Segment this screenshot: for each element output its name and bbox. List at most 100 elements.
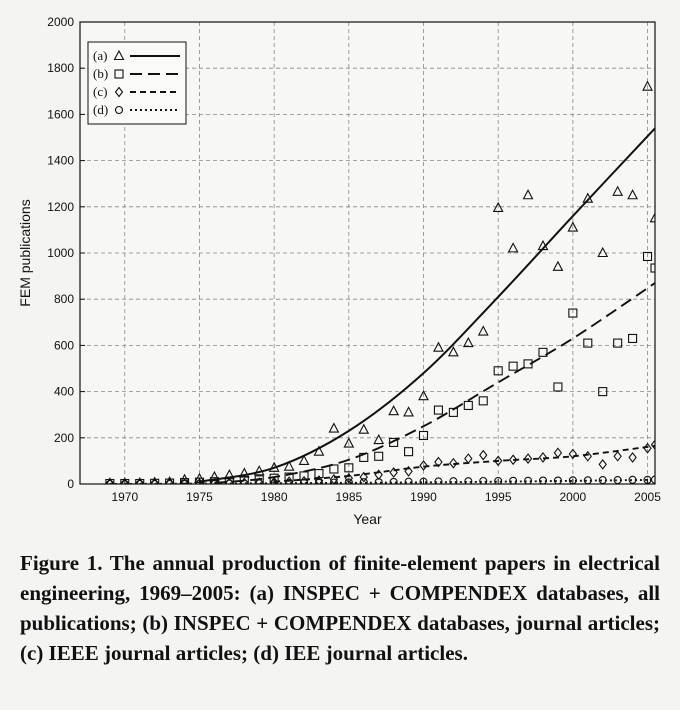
series-a-point: [477, 325, 489, 336]
series-a-point: [403, 406, 414, 417]
series-d-point: [180, 479, 189, 484]
series-d-point: [105, 479, 114, 484]
series-d-point: [255, 479, 264, 484]
series-d-point: [344, 478, 353, 484]
legend: (a) (b) (c) (d): [87, 41, 187, 125]
series-a-point: [552, 260, 564, 271]
x-tick-label: 1995: [485, 490, 512, 504]
series-d-point: [568, 476, 577, 484]
series-d-point: [389, 477, 398, 484]
series-b-point: [538, 347, 548, 357]
series-b-point: [613, 338, 623, 348]
y-tick-label: 200: [54, 431, 74, 445]
series-d-point: [150, 479, 159, 484]
series-c-point: [135, 478, 144, 484]
figure-caption: Figure 1. The annual production of finit…: [20, 551, 660, 665]
series-b-point: [224, 476, 234, 484]
series-a-point: [567, 221, 579, 232]
series-b-point: [583, 338, 593, 348]
y-tick-label: 1800: [47, 61, 74, 75]
series-d-point: [329, 478, 338, 484]
legend-label-a: (a): [93, 48, 107, 63]
y-tick-label: 1600: [47, 107, 74, 121]
series-b-point: [389, 437, 399, 447]
legend-label-c: (c): [93, 84, 107, 99]
series-d-point: [583, 476, 592, 484]
y-tick-label: 1000: [47, 246, 74, 260]
series-d-point: [613, 476, 622, 484]
series-a-point: [627, 189, 639, 200]
series-c-point: [508, 454, 518, 466]
series-b-point: [344, 463, 354, 473]
series-d-point: [628, 475, 637, 484]
y-axis-label: FEM publications: [17, 199, 33, 306]
series-a-point: [597, 246, 609, 258]
series-a-point: [358, 423, 370, 434]
series-c-point: [180, 478, 189, 484]
series-d-point: [359, 478, 368, 484]
series-c-point: [464, 453, 473, 464]
series-c-point: [105, 478, 115, 484]
series-c-point: [419, 460, 428, 471]
y-tick-label: 400: [54, 385, 74, 399]
legend-marker-c: [114, 86, 124, 98]
legend-label-d: (d): [93, 102, 108, 117]
series-a-point: [268, 461, 280, 472]
series-c-point: [210, 477, 219, 484]
series-d-point: [449, 477, 458, 484]
series-d-point: [494, 476, 503, 484]
series-c-point: [598, 458, 607, 470]
series-c-point: [643, 442, 652, 454]
series-a-point: [253, 465, 265, 476]
series-c-point: [493, 455, 503, 467]
series-b-point: [239, 475, 249, 484]
series-a-point: [582, 192, 594, 203]
series-d-point: [314, 478, 324, 484]
series-b-point: [508, 361, 518, 371]
x-tick-label: 1980: [261, 490, 288, 504]
series-d-point: [195, 479, 204, 484]
x-tick-label: 1970: [111, 490, 138, 504]
series-d-point: [404, 477, 413, 484]
series-c-point: [195, 478, 204, 484]
series-a-point: [649, 212, 655, 223]
series-d-point: [299, 478, 309, 484]
series-a-point: [418, 390, 429, 401]
series-b-point: [254, 475, 264, 484]
series-d-point: [135, 479, 144, 484]
series-b-point: [418, 430, 429, 441]
x-tick-label: 1985: [335, 490, 362, 504]
series-c-point: [613, 450, 622, 462]
series-a-point: [462, 336, 474, 348]
series-b-point: [568, 308, 578, 318]
series-d-point: [374, 478, 383, 484]
series-b-point: [478, 396, 488, 406]
y-tick-label: 600: [54, 338, 74, 352]
series-c-point: [434, 456, 443, 468]
series-c-point: [583, 450, 592, 462]
series-a-point: [298, 454, 310, 465]
series-a-point: [283, 460, 295, 471]
x-tick-label: 2005: [634, 490, 661, 504]
series-b-point: [299, 471, 309, 481]
series-c-point: [404, 465, 413, 477]
x-tick-label: 1990: [410, 490, 437, 504]
series-d-point: [650, 475, 655, 484]
series-b-point: [448, 407, 458, 417]
series-c-point: [329, 473, 339, 484]
series-b-point: [493, 366, 503, 376]
y-tick-label: 0: [67, 477, 74, 491]
series-a-point: [492, 201, 504, 213]
y-tick-label: 2000: [47, 15, 74, 29]
series-c-point: [449, 457, 458, 469]
series-a-point: [522, 189, 534, 200]
series-a-point: [328, 422, 340, 433]
series-d-point: [270, 479, 279, 484]
series-b-point: [553, 382, 563, 392]
series-b-point: [523, 359, 533, 369]
series-b-point: [642, 251, 653, 262]
series-a-point: [343, 437, 355, 448]
legend-label-b: (b): [93, 66, 108, 81]
series-c-point: [538, 452, 548, 463]
